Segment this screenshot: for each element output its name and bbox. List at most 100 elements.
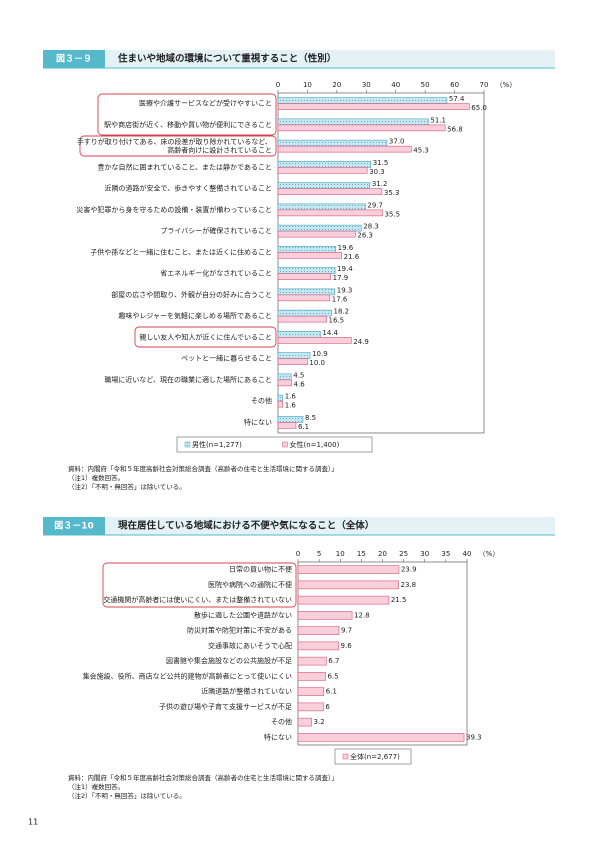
bar <box>277 315 327 323</box>
bar <box>277 167 368 174</box>
category-label: 省エネルギー化がなされていること <box>160 269 272 278</box>
x-tick-label: 0 <box>276 81 280 89</box>
bar <box>277 139 388 147</box>
bar <box>297 595 390 605</box>
header-band <box>43 50 555 68</box>
bar <box>297 687 325 696</box>
page-number: 11 <box>28 818 38 827</box>
bar <box>297 733 465 742</box>
category-label: ペットと一緒に暮らせること <box>181 354 272 363</box>
figure-label: 図３－９ <box>56 54 92 65</box>
bar <box>277 273 331 280</box>
value-label: 26.3 <box>357 232 373 240</box>
bar <box>277 288 336 296</box>
x-unit: （%） <box>496 81 517 89</box>
value-label: 6.7 <box>328 657 339 665</box>
x-tick-label: 35 <box>441 550 450 558</box>
source-note: （注2）「不明・無回答」は除いている。 <box>68 791 186 800</box>
figure-label: 図３－10 <box>54 521 94 532</box>
value-label: 39.3 <box>466 733 482 741</box>
value-label: 12.8 <box>354 611 370 619</box>
header-label-box <box>43 50 105 68</box>
bar <box>277 422 297 429</box>
x-tick-label: 40 <box>463 550 472 558</box>
legend-box <box>334 748 412 765</box>
value-label: 31.5 <box>373 159 389 167</box>
bar <box>277 182 371 189</box>
bar <box>297 641 339 651</box>
value-label: 10.9 <box>312 350 328 358</box>
category-label: 医院や病院への通院に不便 <box>208 580 292 589</box>
value-label: 21.6 <box>344 253 360 261</box>
category-label: 日常の買い物に不便 <box>229 565 292 574</box>
value-label: 18.2 <box>334 308 350 316</box>
bar <box>277 394 284 402</box>
category-label: 散歩に適した公園や道路がない <box>194 610 292 619</box>
category-label: 部屋の広さや間取り、外観が自分の好みに合うこと <box>111 290 272 299</box>
bar <box>277 118 429 126</box>
x-tick-label: 20 <box>378 550 387 558</box>
category-label: 図書館や集会施設などの公共施設が不足 <box>166 656 292 665</box>
bar <box>277 331 321 338</box>
bar <box>297 565 400 574</box>
value-label: 6.1 <box>298 423 309 431</box>
x-tick-label: 20 <box>332 81 341 89</box>
bar <box>277 309 332 317</box>
category-label: 子供の遊び場や子育て支援サービスが不足 <box>159 702 292 711</box>
legend-swatch <box>184 441 191 448</box>
bar <box>297 672 326 681</box>
value-label: 31.2 <box>372 180 388 188</box>
bar <box>277 352 311 359</box>
value-label: 35.5 <box>384 210 400 218</box>
bar <box>277 161 371 168</box>
legend-swatch <box>342 753 349 760</box>
category-label: 特にない <box>244 417 272 426</box>
category-label: プライバシーが確保されていること <box>160 226 272 235</box>
x-tick-label: 30 <box>420 550 429 558</box>
value-label: 17.6 <box>332 295 348 303</box>
bar <box>297 702 324 712</box>
bar <box>277 252 342 259</box>
value-label: 45.3 <box>413 147 429 155</box>
x-tick-label: 10 <box>336 550 345 558</box>
source-note: （注1）複数回答。 <box>68 782 124 791</box>
x-tick-label: 0 <box>296 550 300 558</box>
value-label: 65.0 <box>471 104 487 112</box>
value-label: 10.0 <box>309 359 325 367</box>
value-label: 37.0 <box>389 138 405 146</box>
x-tick-label: 25 <box>399 550 408 558</box>
category-label: 交通機関が高齢者には使いにくい、または整備されていない <box>103 595 292 604</box>
legend-label: 全体(n=2,677) <box>350 752 400 761</box>
chart-title: 住まいや地域の環境について重視すること（性別） <box>118 53 336 65</box>
value-label: 17.9 <box>333 274 349 282</box>
value-label: 51.1 <box>430 116 446 124</box>
category-label: 親しい友人や知人が近くに住んでいること <box>139 332 272 341</box>
category-label: 近隣の道路が安全で、歩きやすく整備されていること <box>104 184 272 193</box>
category-label: 近隣道路が整備されていない <box>201 687 292 696</box>
value-label: 21.5 <box>391 596 407 604</box>
x-tick-label: 30 <box>362 81 371 89</box>
value-label: 1.6 <box>285 393 297 401</box>
bar <box>277 224 362 232</box>
bar <box>277 188 383 195</box>
x-unit: （%） <box>479 550 500 558</box>
bar <box>297 580 399 590</box>
bar <box>277 203 366 211</box>
value-label: 16.5 <box>329 317 345 325</box>
legend-swatch <box>282 441 288 448</box>
category-label: 交通事故にあいそうで心配 <box>208 641 292 650</box>
value-label: 4.6 <box>294 380 306 388</box>
value-label: 19.3 <box>337 286 353 294</box>
value-label: 8.5 <box>305 414 316 422</box>
bar <box>277 400 284 408</box>
source-note: 資料：内閣府「令和５年度高齢社会対策総合調査（高齢者の住宅と生活環境に関する調査… <box>68 773 338 782</box>
category-label: その他 <box>251 396 272 405</box>
value-label: 28.3 <box>363 223 379 231</box>
value-label: 19.4 <box>337 265 353 273</box>
category-label: 特にない <box>264 732 292 741</box>
bar <box>277 373 292 381</box>
bar <box>277 145 412 153</box>
value-label: 19.6 <box>338 244 354 252</box>
bar <box>277 294 331 302</box>
